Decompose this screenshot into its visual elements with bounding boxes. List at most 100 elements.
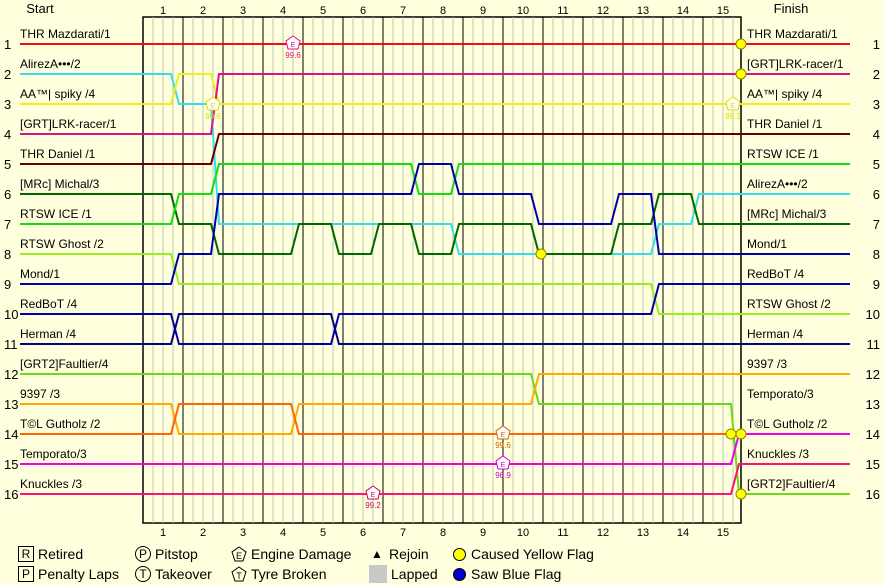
series-line — [20, 73, 850, 105]
yellow-flag-marker — [735, 38, 747, 50]
chart-grid: 1122334455667788991010111112121313141415… — [142, 5, 742, 539]
position-label-right: 1 — [873, 37, 880, 52]
engine-damage-icon: E — [231, 546, 247, 562]
series-line — [20, 313, 850, 345]
engine-damage-marker — [205, 96, 221, 111]
engine-damage-letter: E — [211, 103, 216, 110]
finish-driver-label: 9397 /3 — [747, 357, 787, 371]
lap-tick-bottom: 11 — [557, 527, 568, 539]
penalty-icon: P — [18, 566, 34, 582]
lap-tick-bottom: 13 — [637, 527, 649, 539]
start-driver-label: [GRT]LRK-racer/1 — [20, 117, 117, 131]
series-line — [20, 133, 850, 165]
position-label-left: 14 — [4, 427, 18, 442]
lap-tick-top: 4 — [280, 5, 286, 17]
lap-tick-top: 1 — [160, 5, 166, 17]
legend-blue-label: Saw Blue Flag — [471, 566, 562, 582]
svg-text:E: E — [236, 551, 242, 561]
legend-tyre: T Tyre Broken — [231, 564, 326, 584]
finish-driver-label: Temporato/3 — [747, 387, 814, 401]
engine-damage-letter: E — [501, 432, 506, 439]
finish-driver-label: RedBoT /4 — [747, 267, 804, 281]
blue-flag-icon — [452, 567, 466, 581]
position-label-right: 7 — [873, 217, 880, 232]
position-label-right: 8 — [873, 247, 880, 262]
legend-penalty: P Penalty Laps — [18, 564, 119, 584]
start-driver-label: THR Daniel /1 — [20, 147, 96, 161]
position-label-right: 13 — [866, 397, 880, 412]
finish-driver-label: [GRT2]Faultier/4 — [747, 477, 836, 491]
position-label-right: 2 — [873, 67, 880, 82]
engine-damage-letter: E — [291, 42, 296, 49]
lap-tick-top: 6 — [360, 5, 366, 17]
start-driver-label: RTSW Ghost /2 — [20, 237, 104, 251]
legend-pitstop: P Pitstop — [135, 544, 198, 564]
lap-tick-bottom: 10 — [517, 527, 529, 539]
lap-tick-bottom: 4 — [280, 527, 286, 539]
tyre-broken-icon: T — [231, 566, 247, 582]
start-driver-label: RedBoT /4 — [20, 297, 77, 311]
lap-tick-bottom: 6 — [360, 527, 366, 539]
finish-driver-label: THR Mazdarati/1 — [747, 27, 838, 41]
position-lines — [20, 43, 850, 495]
legend-rejoin-label: Rejoin — [389, 546, 429, 562]
legend-penalty-label: Penalty Laps — [38, 566, 119, 582]
finish-driver-label: AlirezA•••/2 — [747, 177, 808, 191]
event-time-label: 99.6 — [205, 112, 221, 121]
start-driver-label: AlirezA•••/2 — [20, 57, 81, 71]
start-driver-label: [MRc] Michal/3 — [20, 177, 100, 191]
start-driver-label: THR Mazdarati/1 — [20, 27, 111, 41]
lap-tick-bottom: 7 — [400, 527, 406, 539]
yellow-flag-marker — [735, 488, 747, 500]
position-label-left: 7 — [4, 217, 11, 232]
legend-lapped-label: Lapped — [391, 566, 438, 582]
engine-damage-marker — [365, 485, 381, 500]
lap-tick-top: 7 — [400, 5, 406, 17]
engine-damage-letter: E — [501, 462, 506, 469]
event-time-label: 99.2 — [365, 501, 381, 510]
race-chart: Start Finish 112233445566778899101011111… — [4, 1, 880, 539]
yellow-flag-marker — [535, 248, 547, 260]
lap-tick-top: 12 — [597, 5, 609, 17]
position-label-left: 10 — [4, 307, 18, 322]
takeover-icon: T — [135, 566, 151, 582]
legend-retired: R Retired — [18, 544, 83, 564]
engine-damage-letter: E — [731, 103, 736, 110]
finish-driver-label: AA™| spiky /4 — [747, 87, 822, 101]
lap-tick-bottom: 5 — [320, 527, 326, 539]
series-line — [20, 433, 850, 465]
position-label-left: 3 — [4, 97, 11, 112]
event-time-label: 99.2 — [725, 112, 741, 121]
yellow-flag-marker — [735, 428, 747, 440]
position-label-left: 11 — [4, 337, 18, 352]
position-label-right: 11 — [867, 337, 881, 352]
start-driver-label: [GRT2]Faultier/4 — [20, 357, 109, 371]
legend-pitstop-label: Pitstop — [155, 546, 198, 562]
lap-tick-top: 13 — [637, 5, 649, 17]
chart-frame — [142, 16, 742, 524]
finish-driver-label: RTSW Ghost /2 — [747, 297, 831, 311]
lap-tick-bottom: 1 — [160, 527, 166, 539]
series-line — [20, 253, 850, 315]
finish-header: Finish — [774, 1, 809, 16]
legend-tyre-label: Tyre Broken — [251, 566, 327, 582]
position-label-right: 4 — [873, 127, 880, 142]
position-label-left: 12 — [4, 367, 18, 382]
lap-tick-top: 14 — [677, 5, 689, 17]
finish-driver-label: [GRT]LRK-racer/1 — [747, 57, 844, 71]
legend-lapped: Lapped — [369, 564, 438, 584]
position-label-right: 12 — [866, 367, 880, 382]
start-header: Start — [26, 1, 54, 16]
finish-driver-label: Mond/1 — [747, 237, 787, 251]
series-line — [20, 463, 850, 495]
lap-tick-top: 11 — [557, 5, 568, 17]
lapped-icon — [369, 565, 387, 583]
legend-rejoin: ▲ Rejoin — [369, 544, 429, 564]
legend-yellow-label: Caused Yellow Flag — [471, 546, 594, 562]
position-label-right: 16 — [866, 487, 880, 502]
lap-tick-top: 15 — [717, 5, 729, 17]
start-driver-label: Knuckles /3 — [20, 477, 82, 491]
lap-tick-bottom: 9 — [480, 527, 486, 539]
position-label-left: 8 — [4, 247, 11, 262]
